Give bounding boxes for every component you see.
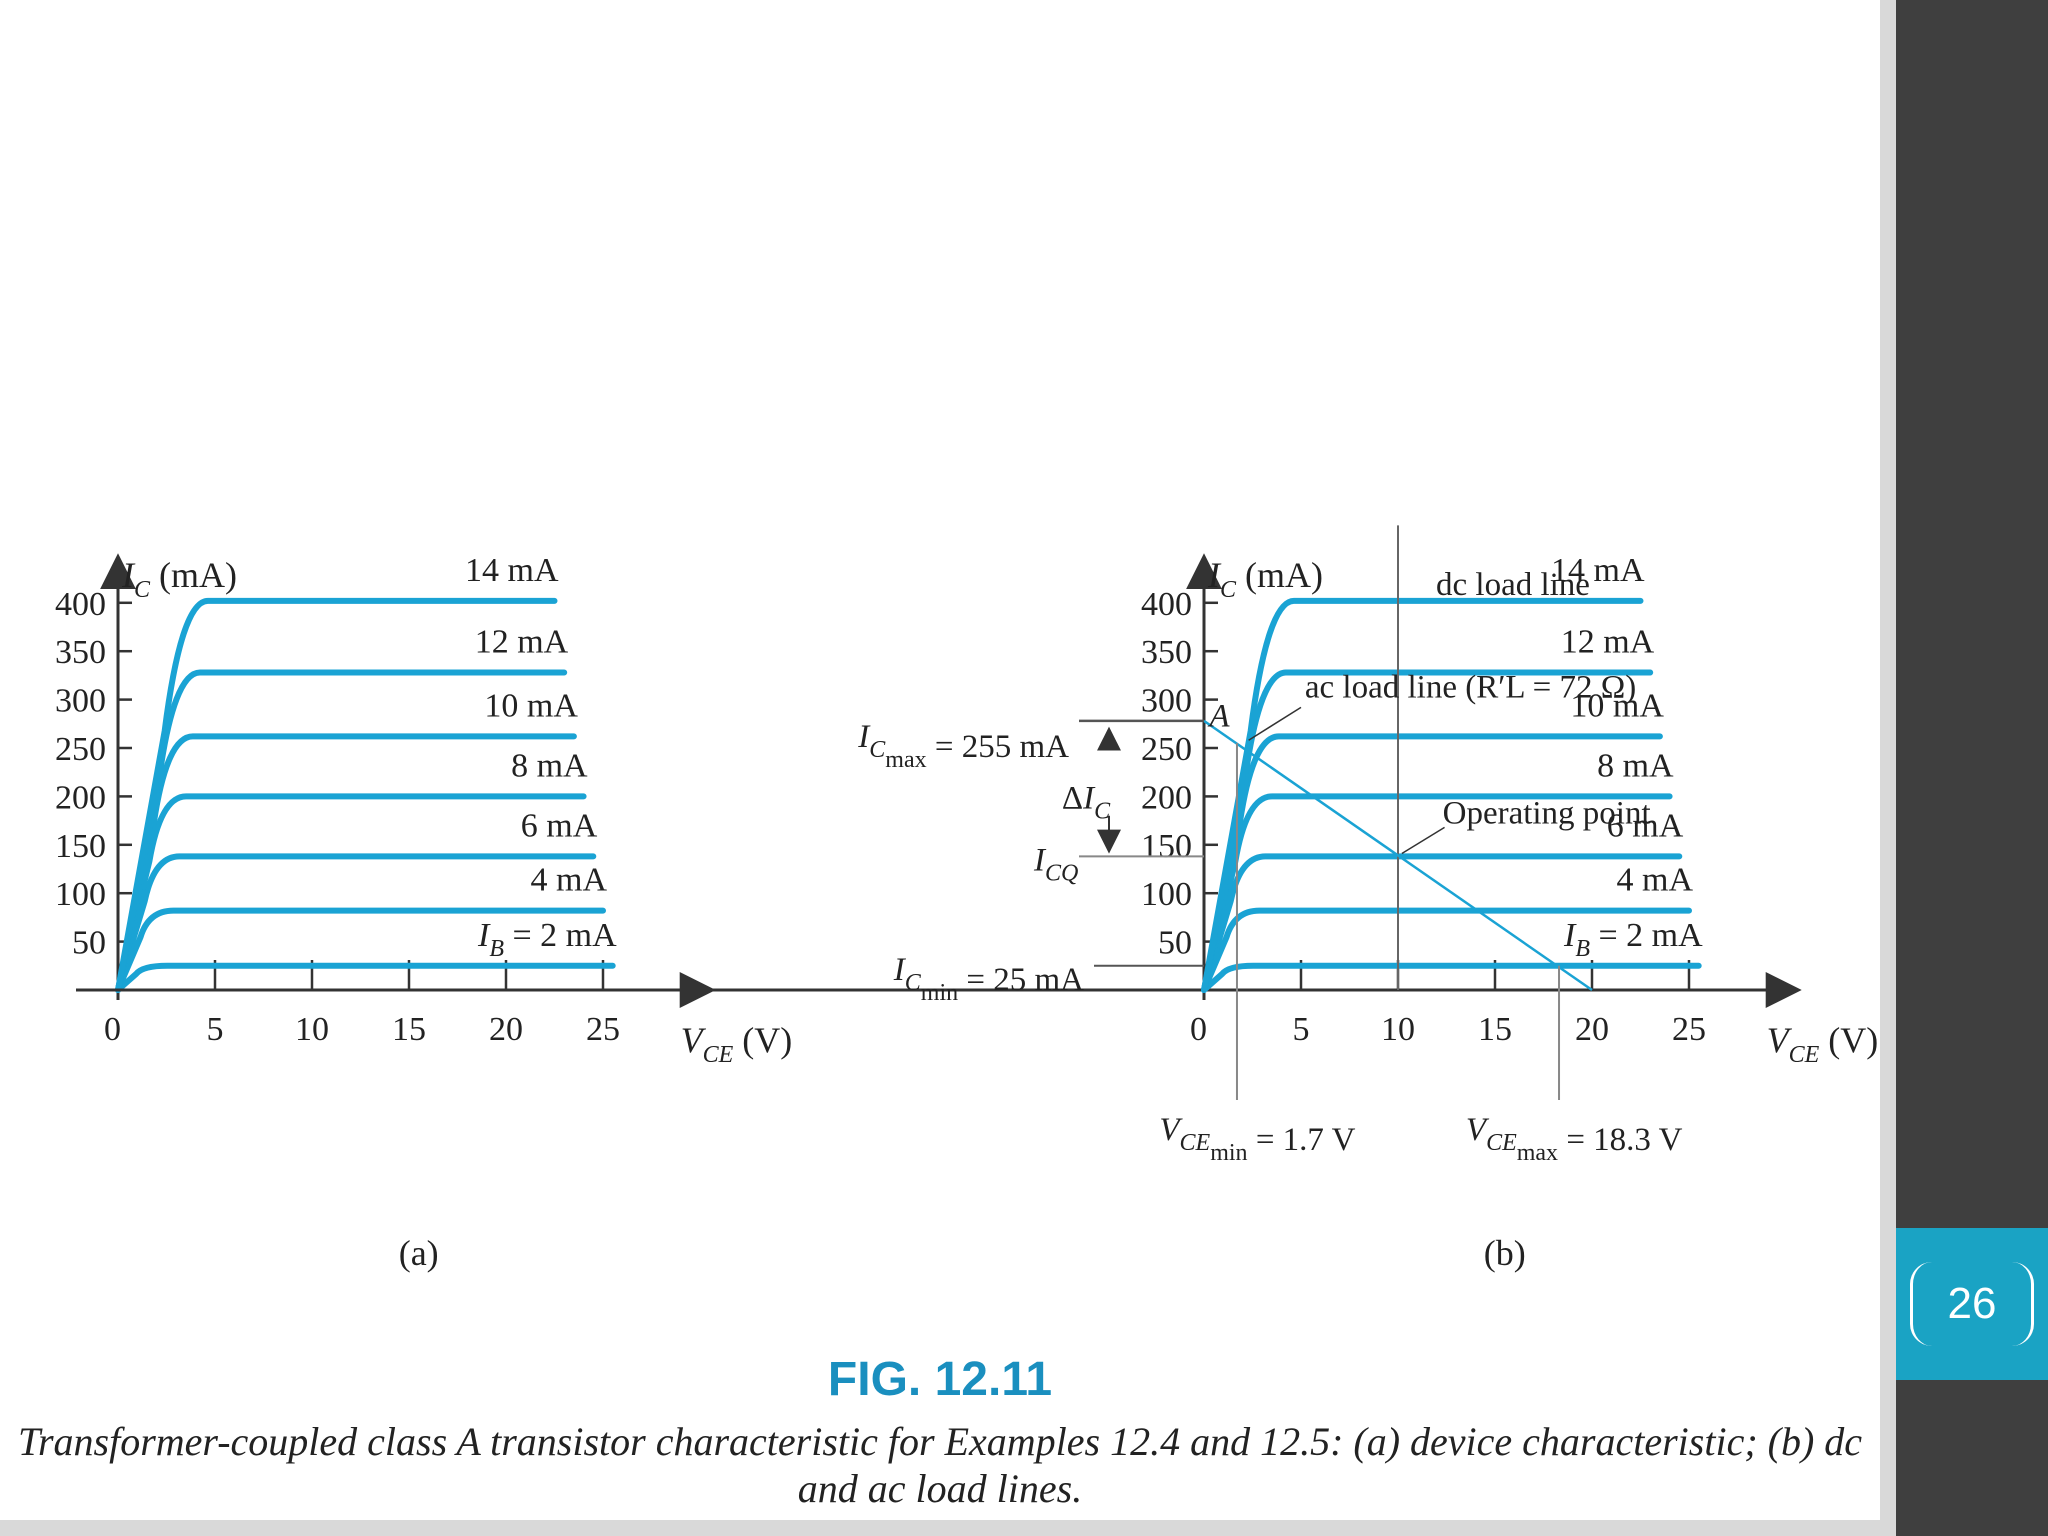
curve-label: 6 mA bbox=[521, 807, 598, 844]
y-tick-label: 50 bbox=[72, 925, 106, 962]
y-tick-label: 300 bbox=[1141, 683, 1192, 720]
y-tick-label: 200 bbox=[55, 779, 106, 816]
page-number: 26 bbox=[1910, 1262, 2034, 1346]
ic-min-label: ICmin = 25 mA bbox=[893, 952, 1084, 1006]
x-tick-label: 0 bbox=[1190, 1011, 1207, 1048]
point-a-label: A bbox=[1207, 699, 1230, 735]
curve-ib-4 bbox=[1201, 907, 1692, 993]
curve-ib-10 bbox=[115, 733, 577, 993]
x-tick-label: 20 bbox=[489, 1011, 523, 1048]
y-axis-label: IC (mA) bbox=[1207, 555, 1323, 603]
curve-label: 12 mA bbox=[475, 623, 569, 660]
curve-label: 8 mA bbox=[1597, 747, 1674, 784]
figure-title: FIG. 12.11 bbox=[827, 1353, 1053, 1406]
x-tick-label: 20 bbox=[1575, 1011, 1609, 1048]
y-tick-label: 350 bbox=[55, 634, 106, 671]
y-tick-label: 150 bbox=[55, 828, 106, 865]
y-tick-label: 350 bbox=[1141, 634, 1192, 671]
vce-max-label: VCEmax = 18.3 V bbox=[1466, 1112, 1683, 1166]
x-tick-label: 0 bbox=[104, 1011, 121, 1048]
curve-ib-6 bbox=[1201, 853, 1683, 993]
x-tick-label: 5 bbox=[207, 1011, 224, 1048]
curve-ib-6 bbox=[115, 853, 597, 993]
y-tick-label: 400 bbox=[1141, 586, 1192, 623]
x-tick-label: 10 bbox=[1381, 1011, 1415, 1048]
panel-label: (b) bbox=[1484, 1233, 1526, 1273]
curve-ib-14 bbox=[1201, 597, 1644, 993]
y-axis-label: IC (mA) bbox=[121, 555, 237, 603]
x-tick-label: 5 bbox=[1293, 1011, 1310, 1048]
y-tick-label: 300 bbox=[55, 683, 106, 720]
x-tick-label: 25 bbox=[1672, 1011, 1706, 1048]
x-tick-label: 15 bbox=[1478, 1011, 1512, 1048]
curve-label: 10 mA bbox=[484, 687, 578, 724]
y-tick-label: 100 bbox=[55, 876, 106, 913]
page-badge bbox=[1896, 1228, 2048, 1380]
curve-ib-4 bbox=[115, 907, 606, 993]
curve-ib-14 bbox=[115, 597, 558, 993]
y-tick-label: 150 bbox=[1141, 828, 1192, 865]
curve-label: 14 mA bbox=[1551, 552, 1645, 589]
icq-label: ICQ bbox=[1033, 842, 1078, 886]
x-axis-label: VCE (V) bbox=[681, 1020, 793, 1068]
curve-label: 6 mA bbox=[1607, 807, 1684, 844]
y-tick-label: 50 bbox=[1158, 925, 1192, 962]
curve-label: IB = 2 mA bbox=[1563, 917, 1703, 962]
curve-label: 4 mA bbox=[531, 862, 608, 899]
ac-load-line-pointer bbox=[1248, 706, 1302, 741]
curve-ib-8 bbox=[115, 793, 587, 993]
x-axis-label: VCE (V) bbox=[1767, 1020, 1879, 1068]
x-tick-label: 10 bbox=[295, 1011, 329, 1048]
dc-load-line-label: dc load line bbox=[1436, 567, 1590, 603]
curve-label: 14 mA bbox=[465, 552, 559, 589]
y-tick-label: 200 bbox=[1141, 779, 1192, 816]
vce-min-label: VCEmin = 1.7 V bbox=[1159, 1112, 1355, 1166]
y-tick-label: 250 bbox=[55, 731, 106, 768]
y-tick-label: 250 bbox=[1141, 731, 1192, 768]
curve-label: IB = 2 mA bbox=[477, 917, 617, 962]
x-tick-label: 15 bbox=[392, 1011, 426, 1048]
ac-load-line bbox=[1203, 719, 1593, 992]
operating-point-pointer bbox=[1401, 826, 1445, 855]
ac-load-line-label: ac load line (R′L = 72 Ω) bbox=[1305, 670, 1636, 706]
curve-label: 10 mA bbox=[1570, 687, 1664, 724]
ic-max-label: ICmax = 255 mA bbox=[857, 719, 1069, 773]
curve-label: 4 mA bbox=[1617, 862, 1694, 899]
y-tick-label: 100 bbox=[1141, 876, 1192, 913]
delta-ic-label: ΔIC bbox=[1062, 780, 1111, 824]
figure-caption: Transformer-coupled class A transistor c… bbox=[17, 1419, 1863, 1511]
slide: 50 100 150 200 250 300 350 400 0 5 10 15 20 25 IC (mA)… bbox=[0, 0, 1880, 1520]
curve-label: 8 mA bbox=[511, 747, 588, 784]
panel-label: (a) bbox=[399, 1233, 439, 1273]
curve-ib-2 bbox=[115, 962, 616, 993]
x-tick-label: 25 bbox=[586, 1011, 620, 1048]
y-tick-label: 400 bbox=[55, 586, 106, 623]
chart-a: 50 100 150 200 250 300 350 400 0 5 10 15 20 25 IC (mA)… bbox=[55, 552, 792, 1273]
curve-ib-2 bbox=[1201, 962, 1702, 993]
curve-label: 12 mA bbox=[1561, 623, 1655, 660]
operating-point-label: Operating point bbox=[1443, 796, 1651, 832]
